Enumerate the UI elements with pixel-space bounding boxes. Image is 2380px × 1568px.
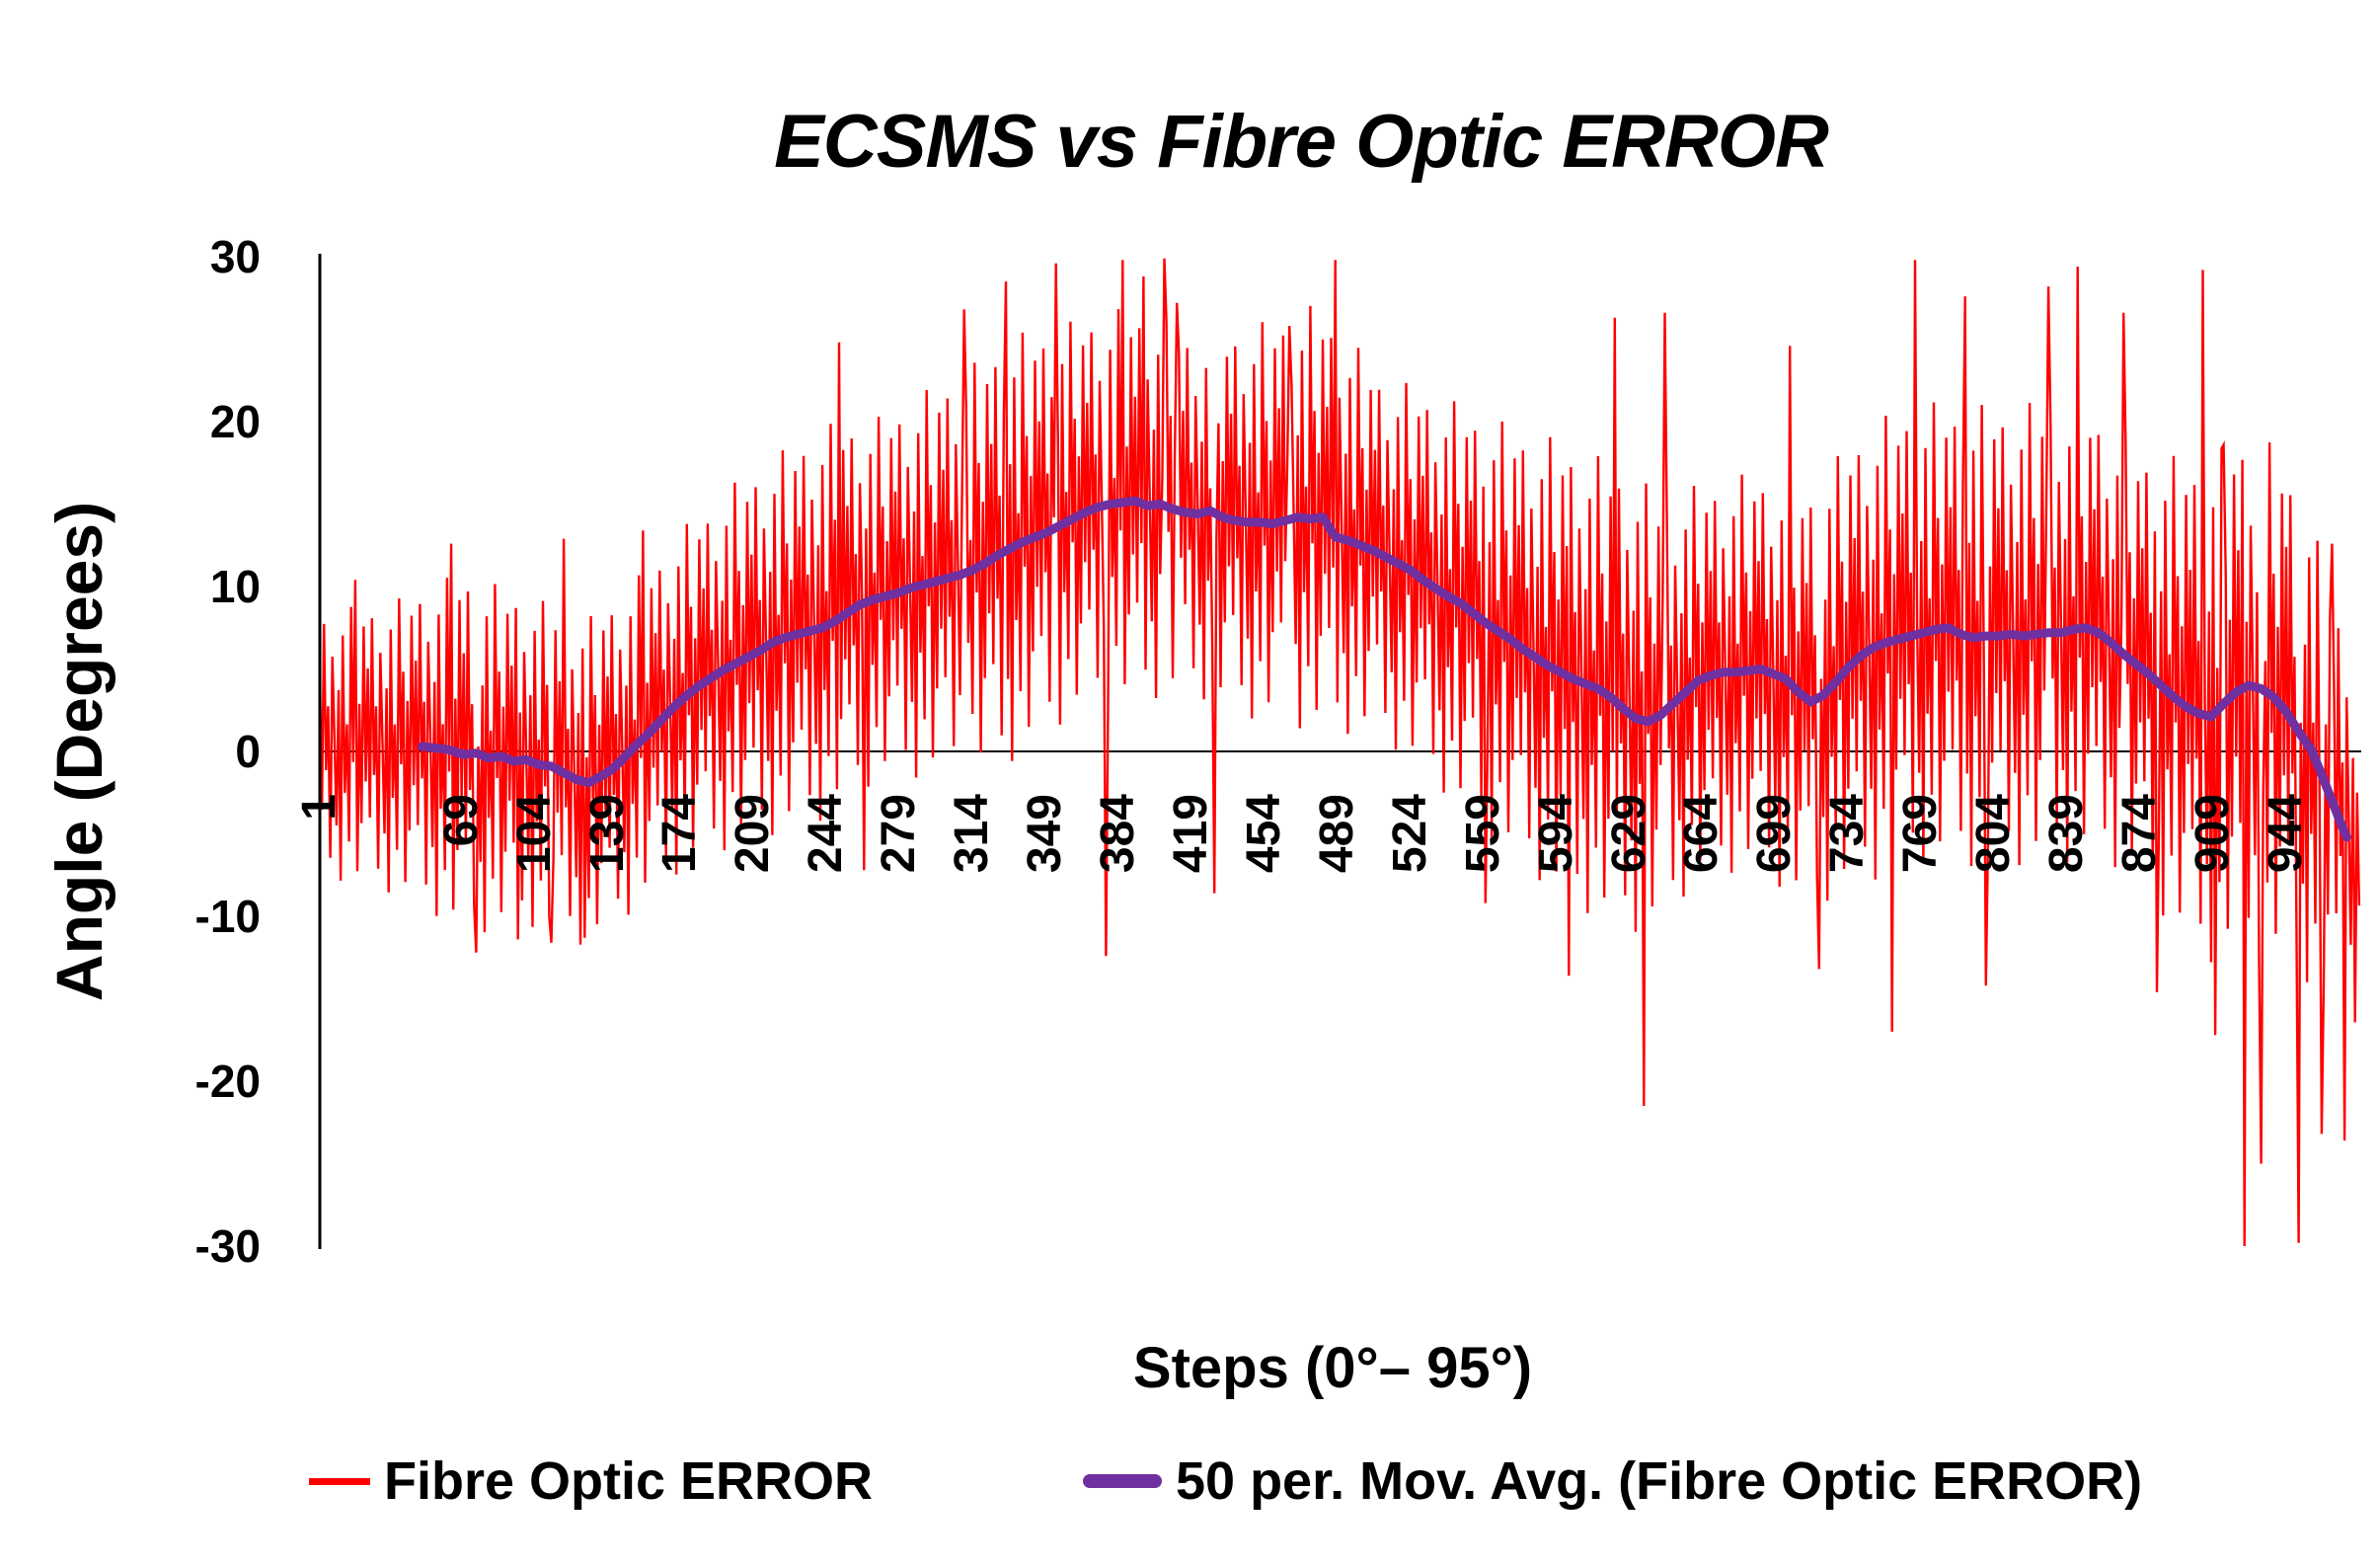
series-50-period-moving-average [418,496,2351,842]
x-tick-label: 489 [1310,794,1363,874]
y-tick-label: 10 [209,561,261,612]
x-tick-label: 349 [1019,794,1072,874]
y-tick-label: -10 [194,891,261,942]
x-tick-label: 314 [946,794,999,874]
x-tick-label: 909 [2187,794,2240,874]
x-tick-label: 279 [873,794,926,874]
legend-label-moving-avg: 50 per. Mov. Avg. (Fibre Optic ERROR) [1176,1451,2143,1511]
x-tick-label: 384 [1092,794,1145,874]
x-tick-label: 69 [434,794,488,847]
x-tick-label: 839 [2040,794,2094,874]
x-tick-label: 454 [1237,794,1290,874]
x-tick-label: 419 [1164,794,1217,874]
x-tick-label: 769 [1894,794,1948,874]
x-tick-label: 874 [2113,794,2167,874]
legend-swatch-moving-avg-line [1083,1474,1162,1488]
legend-label-error: Fibre Optic ERROR [384,1451,874,1511]
chart-title: ECSMS vs Fibre Optic ERROR [774,100,1829,184]
x-tick-label: 594 [1529,794,1582,874]
x-tick-label: 559 [1456,794,1509,874]
x-tick-label: 209 [727,794,780,874]
x-tick-label: 699 [1748,794,1802,874]
x-tick-label: 139 [580,794,634,874]
x-tick-label: 804 [1967,794,2021,874]
legend-swatch-error-line [309,1477,370,1485]
x-tick-label: 174 [653,794,707,874]
y-tick-label: 20 [209,396,261,447]
x-tick-label: 1 [293,794,345,821]
y-tick-label: -30 [194,1220,261,1272]
y-tick-label: 30 [209,231,261,282]
x-tick-label: 734 [1821,794,1875,874]
x-tick-label: 664 [1675,794,1728,874]
x-tick-label: 944 [2259,794,2312,874]
legend-item-moving-avg: 50 per. Mov. Avg. (Fibre Optic ERROR) [1083,1450,2142,1513]
x-tick-label: 244 [800,794,853,874]
legend-item-error: Fibre Optic ERROR [309,1450,873,1513]
x-tick-label: 524 [1383,794,1436,874]
x-axis-title: Steps (0°– 95°) [1132,1336,1533,1400]
y-tick-label: -20 [194,1056,261,1107]
x-tick-label: 104 [507,794,561,874]
series-fibre-optic-error [318,258,2361,1247]
y-tick-label: 0 [235,726,261,777]
x-tick-label: 629 [1602,794,1655,874]
